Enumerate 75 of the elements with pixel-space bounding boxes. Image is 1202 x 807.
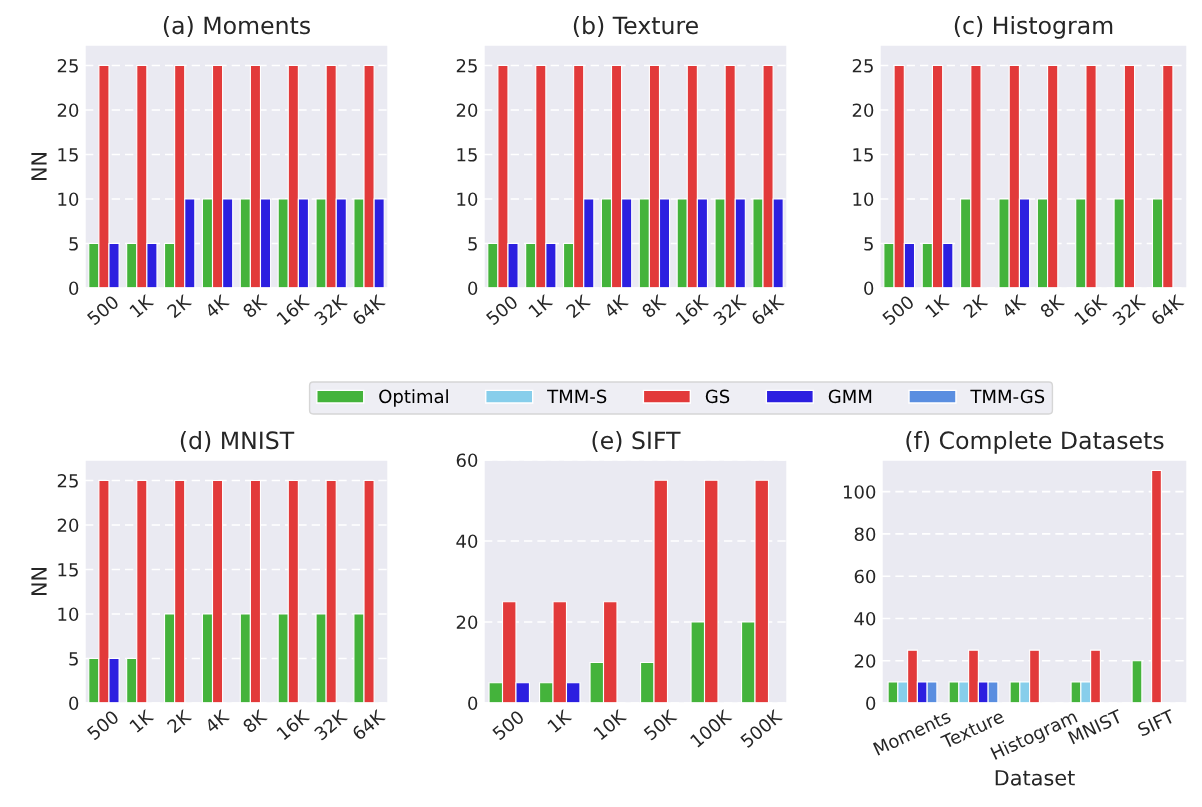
x-tick-label: 64K xyxy=(750,293,786,326)
x-tick-label: 2K xyxy=(166,293,193,319)
y-tick-label: 10 xyxy=(457,192,478,207)
x-tick-label: 64K xyxy=(351,708,387,741)
y-tick-label: 40 xyxy=(854,611,876,626)
x-tick-label: 2K xyxy=(166,708,193,734)
y-axis-title: NN xyxy=(31,567,47,596)
x-tick-label: 500 xyxy=(881,294,915,326)
x-tick-label: 1K xyxy=(129,708,155,733)
y-tick-label: 15 xyxy=(58,148,78,162)
x-tick-label: 8K xyxy=(242,708,269,734)
legend-label: GMM xyxy=(828,389,872,404)
x-tick-label: 500 xyxy=(491,709,525,741)
x-axis-title: Dataset xyxy=(995,770,1075,786)
y-tick-label: 20 xyxy=(456,615,478,630)
y-tick-label: 0 xyxy=(69,696,79,711)
y-tick-label: 20 xyxy=(57,518,79,533)
y-tick-label: 15 xyxy=(853,148,873,162)
y-tick-label: 0 xyxy=(864,281,874,296)
y-tick-label: 5 xyxy=(69,237,78,251)
legend-label: GS xyxy=(705,389,730,404)
x-tick-label: 1K xyxy=(129,293,155,318)
x-tick-label: 8K xyxy=(242,293,269,319)
x-tick-label: 4K xyxy=(204,708,230,734)
x-tick-label: 500 xyxy=(485,294,519,326)
y-tick-label: 10 xyxy=(58,607,79,622)
chart-title: (a) Moments xyxy=(163,15,310,37)
y-tick-label: 10 xyxy=(853,192,874,207)
y-tick-label: 15 xyxy=(457,148,477,162)
y-tick-label: 100 xyxy=(843,485,876,499)
y-tick-label: 25 xyxy=(456,58,477,73)
y-tick-label: 20 xyxy=(456,103,478,118)
x-tick-label: 1K xyxy=(547,708,573,733)
y-tick-label: 5 xyxy=(468,237,477,251)
legend-label: TMM-S xyxy=(547,389,607,404)
legend-label: TMM-GS xyxy=(970,389,1045,404)
chart-title: (d) MNIST xyxy=(180,430,295,452)
x-tick-label: 500 xyxy=(86,709,120,741)
x-tick-label: 4K xyxy=(1000,293,1027,319)
y-tick-label: 60 xyxy=(854,569,876,584)
x-tick-label: 1K xyxy=(528,293,554,318)
y-tick-label: 5 xyxy=(864,237,873,251)
x-tick-label: SIFT xyxy=(1136,708,1176,737)
y-tick-label: 25 xyxy=(57,58,78,73)
y-tick-label: 15 xyxy=(58,563,78,577)
chart-title: (e) SIFT xyxy=(592,430,681,452)
chart-title: (c) Histogram xyxy=(954,15,1113,39)
y-tick-label: 20 xyxy=(852,103,874,118)
y-tick-label: 5 xyxy=(69,652,78,666)
x-tick-label: 8K xyxy=(641,293,668,319)
x-tick-label: 4K xyxy=(204,293,230,319)
legend-label: Optimal xyxy=(379,389,448,407)
x-tick-label: 2K xyxy=(962,293,989,319)
y-tick-label: 0 xyxy=(468,281,478,296)
y-tick-label: 0 xyxy=(866,696,876,711)
x-tick-label: 1K xyxy=(924,293,950,318)
chart-title: (f) Complete Datasets xyxy=(906,430,1164,454)
y-tick-label: 25 xyxy=(57,473,78,488)
y-tick-label: 25 xyxy=(852,58,873,73)
x-tick-label: 4K xyxy=(603,293,629,319)
y-tick-label: 60 xyxy=(456,453,478,468)
x-tick-label: 8K xyxy=(1039,293,1066,319)
y-tick-label: 40 xyxy=(456,534,478,549)
y-tick-label: 80 xyxy=(854,527,876,542)
x-tick-label: 64K xyxy=(351,293,387,326)
y-tick-label: 20 xyxy=(854,654,876,668)
x-tick-label: 2K xyxy=(565,293,592,319)
y-tick-label: 10 xyxy=(58,192,79,207)
y-tick-label: 0 xyxy=(468,696,478,711)
x-tick-label: 500 xyxy=(86,294,120,326)
chart-title: (b) Texture xyxy=(573,15,698,37)
y-tick-label: 0 xyxy=(69,281,79,296)
y-axis-title: NN xyxy=(31,152,47,181)
y-tick-label: 20 xyxy=(57,103,79,118)
x-tick-label: 64K xyxy=(1150,293,1185,326)
